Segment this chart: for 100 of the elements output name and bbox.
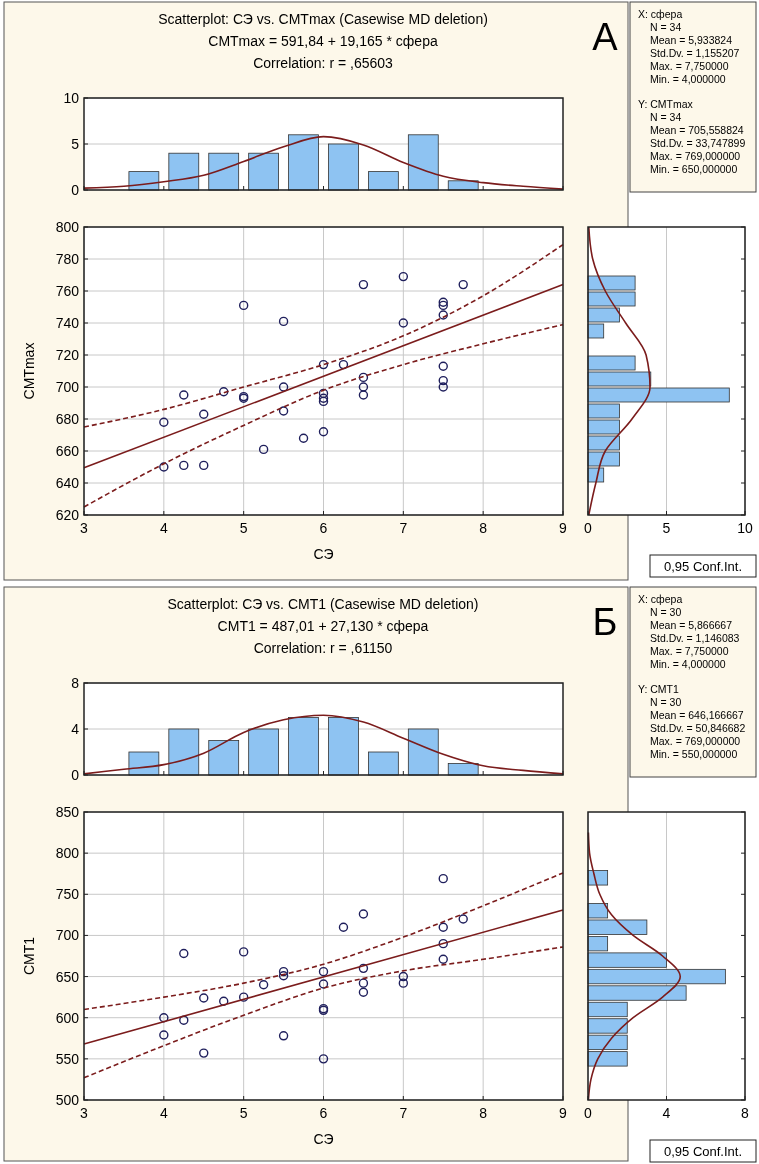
text: 0,95 Conf.Int. bbox=[663, 1144, 743, 1159]
text: Min. = 650,000000 bbox=[650, 163, 738, 175]
text: Mean = 5,866667 bbox=[650, 619, 733, 631]
text: Max. = 7,750000 bbox=[650, 645, 729, 657]
point bbox=[278, 966, 289, 977]
y-tick-label: 850 bbox=[55, 804, 80, 820]
x-tick-label: 0 bbox=[584, 1105, 593, 1121]
x-tick-label: 0 bbox=[584, 520, 593, 536]
y-tick-label: 620 bbox=[55, 507, 80, 523]
text: Min. = 550,000000 bbox=[650, 748, 738, 760]
point bbox=[318, 359, 329, 370]
x-tick-label: 3 bbox=[80, 1105, 89, 1121]
point bbox=[199, 460, 209, 471]
point bbox=[318, 388, 329, 399]
point bbox=[358, 390, 369, 400]
chart-title: Scatterplot: СЭ vs. CMTmax (Casewise MD deletion) bbox=[158, 11, 488, 27]
text: N = 34 bbox=[650, 21, 682, 33]
line-series bbox=[83, 135, 564, 190]
y-tick-label: 500 bbox=[55, 1092, 80, 1108]
point bbox=[179, 1015, 189, 1025]
point bbox=[179, 948, 189, 959]
point bbox=[438, 300, 448, 311]
point bbox=[298, 433, 309, 443]
text: Std.Dv. = 33,747899 bbox=[650, 137, 746, 149]
point bbox=[438, 310, 448, 320]
y-tick-label: 4 bbox=[71, 721, 80, 737]
point bbox=[258, 444, 269, 455]
text: Min. = 4,000000 bbox=[650, 658, 726, 670]
text: Б bbox=[592, 601, 618, 643]
chart-subtitle: CMT1 = 487,01 + 27,130 * сфера Correlation: r = ,61150 bbox=[217, 618, 429, 656]
point bbox=[278, 316, 289, 327]
y-tick-label: 750 bbox=[55, 886, 80, 903]
y-tick-label: 780 bbox=[55, 251, 80, 267]
point bbox=[358, 909, 369, 919]
text: Max. = 769,000000 bbox=[650, 150, 741, 162]
x-tick-label: 9 bbox=[559, 1105, 568, 1121]
point bbox=[278, 382, 289, 392]
y-tick-label: 0 bbox=[71, 182, 80, 198]
x-tick-label: 4 bbox=[662, 1105, 671, 1121]
text: N = 30 bbox=[650, 606, 682, 618]
text: Mean = 646,166667 bbox=[650, 709, 744, 721]
point bbox=[358, 279, 369, 290]
text: 0,95 Conf.Int. bbox=[663, 559, 743, 574]
x-tick-label: 10 bbox=[737, 520, 753, 536]
text: X: сфера bbox=[638, 593, 683, 605]
point bbox=[358, 963, 369, 974]
point bbox=[358, 372, 369, 383]
point bbox=[318, 427, 329, 437]
text: Std.Dv. = 50,846682 bbox=[650, 722, 746, 734]
x-tick-label: 5 bbox=[239, 1105, 248, 1121]
y-tick-label: 680 bbox=[55, 411, 80, 427]
point bbox=[458, 279, 468, 290]
x-tick-label: 6 bbox=[319, 520, 328, 536]
y-tick-label: 700 bbox=[55, 379, 80, 395]
line-series bbox=[83, 872, 564, 1011]
line-series bbox=[83, 714, 564, 775]
y-tick-label: 10 bbox=[63, 90, 80, 106]
point bbox=[438, 922, 448, 932]
x-tick-label: 8 bbox=[479, 520, 488, 536]
point bbox=[358, 978, 369, 988]
y-tick-label: 640 bbox=[55, 475, 80, 491]
point bbox=[338, 922, 349, 932]
point bbox=[358, 987, 369, 997]
point bbox=[278, 406, 289, 416]
point bbox=[258, 980, 269, 990]
point bbox=[159, 462, 169, 472]
text: X: сфера bbox=[638, 8, 683, 20]
point bbox=[238, 992, 249, 1002]
y-tick-label: 5 bbox=[71, 136, 80, 152]
point bbox=[278, 1031, 289, 1041]
text: Max. = 7,750000 bbox=[650, 60, 729, 72]
text: А bbox=[592, 16, 619, 58]
point bbox=[219, 387, 229, 397]
x-axis-title: СЭ bbox=[313, 546, 334, 562]
y-tick-label: 660 bbox=[55, 443, 80, 459]
y-tick-label: 0 bbox=[71, 767, 80, 783]
point bbox=[398, 271, 409, 282]
text: N = 34 bbox=[650, 111, 682, 123]
text: Max. = 769,000000 bbox=[650, 735, 741, 747]
line-series bbox=[83, 946, 564, 1079]
y-tick-label: 740 bbox=[55, 315, 80, 331]
text: Mean = 5,933824 bbox=[650, 34, 733, 46]
text: Y: CMT1 bbox=[638, 683, 679, 695]
point bbox=[438, 873, 448, 884]
x-tick-label: 5 bbox=[239, 520, 248, 536]
point bbox=[458, 914, 468, 924]
chart-subtitle: CMTmax = 591,84 + 19,165 * сфера Correlation: r = ,65603 bbox=[208, 33, 438, 71]
text: Y: CMTmax bbox=[638, 98, 694, 110]
point bbox=[438, 938, 448, 949]
x-axis-title: СЭ bbox=[313, 1131, 334, 1147]
text: Std.Dv. = 1,146083 bbox=[650, 632, 740, 644]
point bbox=[238, 947, 249, 957]
point bbox=[159, 1013, 169, 1023]
chart-title: Scatterplot: СЭ vs. CMT1 (Casewise MD deletion) bbox=[167, 596, 479, 612]
point bbox=[318, 979, 329, 989]
point bbox=[438, 361, 448, 371]
text: Mean = 705,558824 bbox=[650, 124, 744, 136]
x-tick-label: 4 bbox=[159, 520, 168, 536]
text: Min. = 4,000000 bbox=[650, 73, 726, 85]
y-tick-label: 550 bbox=[55, 1050, 80, 1067]
